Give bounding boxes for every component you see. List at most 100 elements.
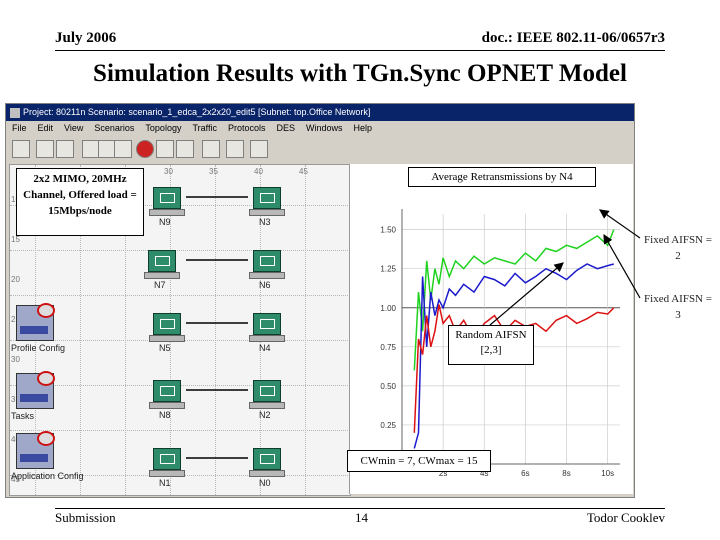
workstation-base <box>249 335 285 342</box>
x-tick-label: 2s <box>439 469 447 478</box>
paste-icon[interactable] <box>114 140 132 158</box>
node-label: N0 <box>259 478 271 488</box>
x-tick-label: 4s <box>480 469 488 478</box>
menu-item-scenarios[interactable]: Scenarios <box>94 123 135 133</box>
window-title: Project: 80211n Scenario: scenario_1_edc… <box>23 107 371 117</box>
arrow-fixed-aifsn-3 <box>603 233 641 299</box>
node-label: N7 <box>154 280 166 290</box>
grid-line <box>125 165 126 495</box>
workstation-node-icon[interactable] <box>153 313 181 335</box>
link-layer <box>186 196 248 459</box>
grid-line <box>10 250 350 251</box>
config-band <box>20 326 48 334</box>
menu-item-help[interactable]: Help <box>353 123 373 133</box>
config-object-label: Tasks <box>11 411 35 421</box>
workstation-node-icon[interactable] <box>253 250 281 272</box>
footer-submission: Submission <box>55 510 116 525</box>
config-badge-icon <box>37 303 55 318</box>
config-object-icon[interactable] <box>16 371 55 409</box>
config-object-icon[interactable] <box>16 303 55 341</box>
open-icon[interactable] <box>12 140 30 158</box>
menu-item-file[interactable]: File <box>12 123 27 133</box>
ruler-label: 15 <box>11 235 20 244</box>
ruler-label: 40 <box>254 167 263 176</box>
workstation-base <box>249 470 285 477</box>
ruler-label: 45 <box>299 167 308 176</box>
run-icon[interactable] <box>250 140 268 158</box>
node-label: N8 <box>159 410 171 420</box>
config-band <box>20 394 48 402</box>
config-object-icon[interactable] <box>16 431 55 469</box>
arrow-random-aifsn <box>489 262 564 326</box>
workstation-node-icon[interactable] <box>153 448 181 470</box>
workstation-base <box>249 402 285 409</box>
workstation-base <box>149 402 185 409</box>
header-date: July 2006 <box>55 30 117 46</box>
fixed-aifsn-3-label: Fixed AIFSN = 3 <box>644 293 712 321</box>
y-tick-label: 0.75 <box>380 343 396 352</box>
menu-item-topology[interactable]: Topology <box>145 123 182 133</box>
grid-line <box>305 165 306 495</box>
graph-icon[interactable] <box>226 140 244 158</box>
series-line-2 <box>413 263 614 449</box>
grid-line <box>215 165 216 495</box>
zoom-in-icon[interactable] <box>156 140 174 158</box>
footer-author: Todor Cooklev <box>586 510 665 525</box>
header-rule <box>55 50 665 51</box>
config-band <box>20 454 48 462</box>
ruler-label: 30 <box>164 167 173 176</box>
window-titlebar[interactable]: Project: 80211n Scenario: scenario_1_edc… <box>6 104 634 121</box>
workstation-node-icon[interactable] <box>153 380 181 402</box>
menu-item-view[interactable]: View <box>64 123 84 133</box>
x-tick-label: 8s <box>562 469 570 478</box>
workstation-node-icon[interactable] <box>253 380 281 402</box>
ruler-label: 30 <box>11 355 20 364</box>
workstation-base <box>149 209 185 216</box>
grid-line <box>10 295 350 296</box>
toolbar <box>6 136 634 162</box>
workstation-base <box>149 335 185 342</box>
y-tick-label: 1.00 <box>380 304 396 313</box>
footer-page-number: 14 <box>355 510 368 525</box>
node-label: N3 <box>259 217 271 227</box>
node-label: N1 <box>159 478 171 488</box>
menu-item-edit[interactable]: Edit <box>37 123 54 133</box>
fixed-aifsn-2-label: Fixed AIFSN = 2 <box>644 234 712 262</box>
grid-line <box>80 165 81 495</box>
menu-item-protocols[interactable]: Protocols <box>227 123 266 133</box>
header-doc-id: doc.: IEEE 802.11-06/0657r3 <box>481 30 665 46</box>
workstation-node-icon[interactable] <box>253 313 281 335</box>
y-tick-label: 0.50 <box>380 382 396 391</box>
y-tick-label: 1.25 <box>380 265 396 274</box>
ruler-label: 10 <box>11 195 20 204</box>
ruler-label: 40 <box>11 435 20 444</box>
menu-item-traffic[interactable]: Traffic <box>192 123 217 133</box>
random-aifsn-callout: Random AIFSN [2,3] <box>448 325 534 365</box>
menu-item-des[interactable]: DES <box>276 123 296 133</box>
config-object-label: Profile Config <box>11 343 66 353</box>
workstation-node-icon[interactable] <box>253 448 281 470</box>
ruler-label: 35 <box>11 395 20 404</box>
zoom-out-icon[interactable] <box>176 140 194 158</box>
workstation-node-icon[interactable] <box>253 187 281 209</box>
node-label: N5 <box>159 343 171 353</box>
app-icon <box>10 107 20 118</box>
check-icon[interactable] <box>56 140 74 158</box>
ruler-label: 20 <box>11 275 20 284</box>
menu-item-windows[interactable]: Windows <box>306 123 343 133</box>
node-label: N4 <box>259 343 271 353</box>
workstation-base <box>144 272 180 279</box>
workstation-node-icon[interactable] <box>148 250 176 272</box>
y-tick-label: 0.25 <box>380 421 396 430</box>
zoom-area-icon[interactable] <box>202 140 220 158</box>
info-icon[interactable] <box>136 140 154 158</box>
arrow-fixed-aifsn-2 <box>599 209 641 239</box>
workstation-base <box>249 272 285 279</box>
edit-icon[interactable] <box>36 140 54 158</box>
workstation-node-icon[interactable] <box>153 187 181 209</box>
ruler-label: 35 <box>209 167 218 176</box>
network-canvas[interactable]: 2025303540451015202530354045N9N3N7N6N5N4… <box>9 164 351 496</box>
node-label: N2 <box>259 410 271 420</box>
